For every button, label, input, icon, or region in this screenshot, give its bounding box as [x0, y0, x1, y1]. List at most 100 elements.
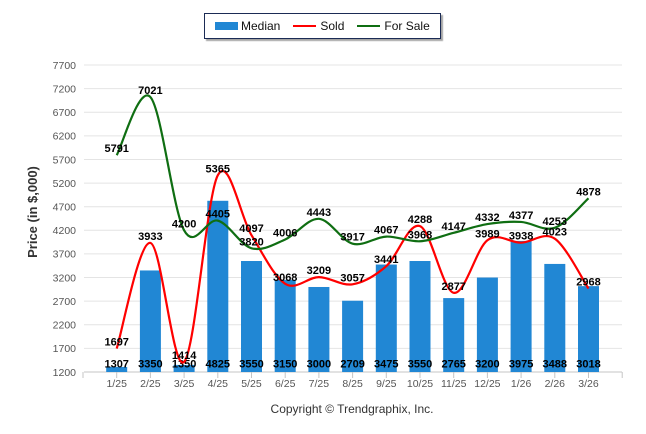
legend-label-for-sale: For Sale — [384, 19, 430, 33]
x-axis: 1/25 2/25 3/25 4/25 5/25 6/25 7/25 8/25 9/25 10/2… — [82, 372, 623, 390]
x-tick-label: 2/25 — [140, 378, 161, 390]
x-tick-label: 2/26 — [545, 378, 566, 390]
legend-label-sold: Sold — [320, 19, 345, 33]
median-bars — [106, 200, 599, 372]
for-sale-data-label: 4405 — [206, 209, 230, 221]
x-tick-label: 5/25 — [241, 378, 262, 390]
median-data-label: 3475 — [374, 359, 398, 371]
sold-data-label: 3068 — [273, 272, 297, 284]
y-tick-label: 2700 — [53, 296, 77, 308]
for-sale-data-label: 3917 — [340, 232, 364, 244]
legend-item-sold[interactable]: Sold — [280, 14, 344, 38]
legend-item-median[interactable]: Median — [205, 14, 280, 38]
sold-data-label: 4023 — [543, 227, 567, 239]
x-tick-label: 7/25 — [309, 378, 330, 390]
y-tick-label: 6700 — [53, 107, 77, 119]
x-tick-label: 9/25 — [376, 378, 397, 390]
y-tick-label: 4700 — [53, 201, 77, 213]
for-sale-data-label: 3968 — [408, 229, 432, 241]
median-bar — [139, 270, 161, 372]
y-tick-label: 7700 — [53, 60, 77, 72]
for-sale-data-label: 4200 — [172, 218, 196, 230]
median-bar — [443, 298, 465, 372]
median-bar — [476, 277, 498, 372]
median-bar — [106, 366, 128, 372]
x-tick-label: 3/25 — [174, 378, 195, 390]
sold-line — [115, 170, 590, 364]
y-tick-label: 3200 — [53, 272, 77, 284]
sold-data-label: 2877 — [441, 281, 465, 293]
median-data-label: 3200 — [475, 359, 499, 371]
median-bar — [409, 261, 431, 372]
median-bar — [578, 286, 599, 372]
median-bar — [342, 300, 364, 372]
median-data-label: 1350 — [172, 359, 196, 371]
sold-data-label: 3989 — [475, 228, 499, 240]
trend-lines — [115, 94, 590, 364]
sold-data-label: 1414 — [172, 350, 197, 362]
y-tick-label: 3700 — [53, 249, 77, 261]
chart-legend: Median Sold For Sale — [204, 13, 441, 39]
median-bar-swatch-icon — [215, 22, 238, 30]
median-data-label: 2709 — [340, 359, 364, 371]
sold-data-label: 3441 — [374, 254, 398, 266]
for-sale-data-label: 3820 — [239, 236, 263, 248]
median-data-labels: 1307 3350 1350 4825 3550 3150 3000 2709 3475 3550… — [104, 359, 600, 371]
for-sale-data-label: 4006 — [273, 227, 297, 239]
for-sale-data-label: 7021 — [138, 85, 162, 97]
sold-data-label: 1697 — [104, 337, 128, 349]
for-sale-data-label: 4377 — [509, 210, 533, 222]
for-sale-data-label: 4067 — [374, 225, 398, 237]
median-data-label: 3150 — [273, 359, 297, 371]
median-bar — [207, 200, 229, 372]
y-tick-label: 1700 — [53, 343, 77, 355]
median-data-label: 3350 — [138, 359, 162, 371]
median-bar — [173, 364, 195, 372]
x-tick-label: 8/25 — [342, 378, 363, 390]
for-sale-data-label: 4443 — [307, 207, 331, 219]
median-bar — [241, 261, 262, 372]
sold-data-label: 3057 — [340, 272, 364, 284]
median-data-label: 3975 — [509, 359, 533, 371]
for-sale-data-label: 4878 — [576, 186, 600, 198]
copyright-text: Copyright © Trendgraphix, Inc. — [271, 402, 434, 416]
y-axis-title: Price (in $,000) — [25, 166, 40, 258]
x-tick-label: 12/25 — [474, 378, 500, 390]
median-bar — [308, 286, 330, 372]
line-data-labels: 1697 3933 1414 5365 4097 3068 3209 3057 3441 4288… — [104, 85, 600, 362]
y-tick-label: 5200 — [53, 178, 77, 190]
x-tick-label: 4/25 — [208, 378, 229, 390]
legend-label-median: Median — [241, 19, 281, 33]
y-tick-label: 2200 — [53, 320, 77, 332]
x-tick-label: 1/26 — [511, 378, 532, 390]
median-data-label: 3488 — [543, 359, 567, 371]
median-bar — [274, 279, 296, 372]
x-tick-label: 11/25 — [441, 378, 467, 390]
median-data-label: 3018 — [576, 359, 600, 371]
x-tick-label: 6/25 — [275, 378, 296, 390]
median-data-label: 3550 — [239, 359, 263, 371]
sold-data-label: 2968 — [576, 276, 600, 288]
for-sale-data-label: 5791 — [104, 143, 128, 155]
x-tick-label: 1/25 — [106, 378, 127, 390]
sold-line-swatch-icon — [293, 25, 317, 27]
median-data-label: 3550 — [408, 359, 432, 371]
sold-data-label: 5365 — [206, 163, 230, 175]
y-tick-label: 5700 — [53, 154, 77, 166]
for-sale-line — [115, 94, 590, 251]
y-tick-label: 7200 — [53, 83, 77, 95]
sold-data-label: 3933 — [138, 231, 162, 243]
x-tick-label: 10/25 — [407, 378, 433, 390]
median-bar — [510, 240, 532, 372]
y-tick-label: 1200 — [53, 367, 77, 379]
for-sale-data-label: 4147 — [441, 221, 465, 233]
sold-data-label: 4097 — [239, 223, 263, 235]
sold-data-label: 3938 — [509, 231, 533, 243]
legend-item-for-sale[interactable]: For Sale — [344, 14, 430, 38]
for-sale-line-swatch-icon — [357, 25, 381, 27]
median-data-label: 4825 — [206, 359, 230, 371]
median-data-label: 3000 — [307, 359, 331, 371]
median-bar — [544, 263, 566, 372]
sold-data-label: 4288 — [408, 214, 432, 226]
